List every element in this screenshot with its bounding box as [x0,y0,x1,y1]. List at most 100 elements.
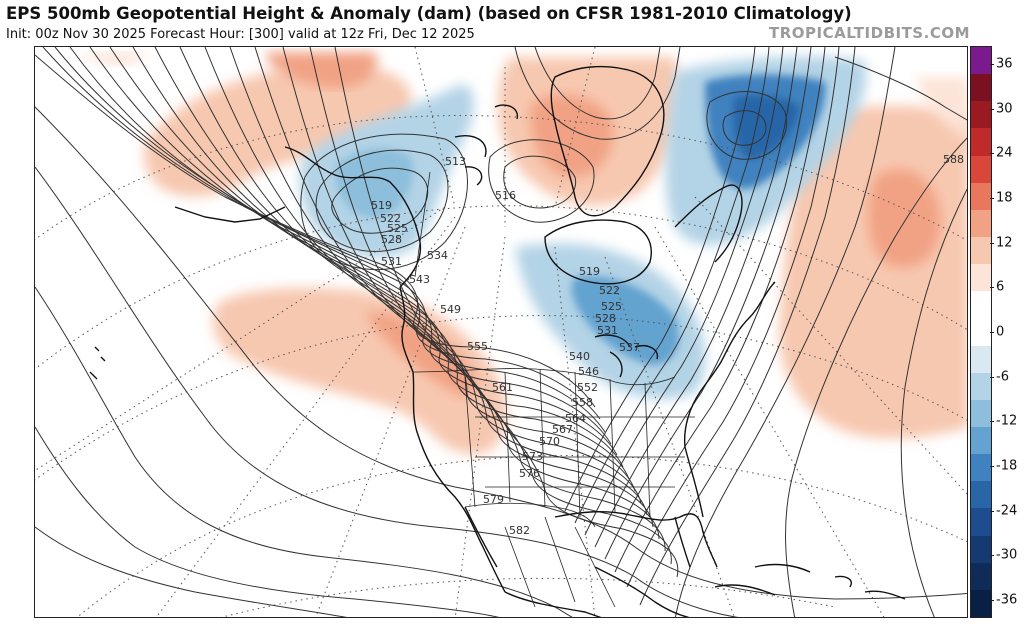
colorbar-tick-label: -36 [996,592,1018,608]
hawaii [89,346,106,380]
mexico-coast [504,566,690,617]
colorbar-tick [990,242,994,244]
contour-label-522-east: 522 [599,284,620,297]
colorbar-tick-label: -24 [996,503,1018,519]
contour-label-531-east: 531 [597,324,618,337]
us-canada-border [412,368,676,386]
contour-label-558: 558 [572,396,593,409]
colorbar-tick-label: 18 [996,190,1013,206]
contour-label-552: 552 [577,381,598,394]
height-contours [35,47,967,617]
greenland-coast [550,65,665,217]
colorbar-segment [971,372,991,401]
contour-label-579: 579 [483,493,504,506]
gulf-coast [554,511,718,568]
baja [464,506,506,593]
contour-label-522: 522 [380,212,401,225]
anomaly-shading [80,52,967,455]
us-west-coast [412,371,484,548]
colorbar-segment [971,264,991,292]
colorbar-segment [971,508,991,537]
contour-label-519-east: 519 [579,265,600,278]
caribbean-islands [754,563,906,600]
arctic-islands [454,104,519,186]
colorbar-tick [990,466,994,467]
colorbar-segment [971,454,991,482]
colorbar-tick [990,510,994,512]
positive-anomaly-atlantic-east [915,77,967,137]
colorbar-segment [971,399,991,428]
mexico-states [504,516,616,608]
colorbar-segment [971,47,991,75]
colorbar-tick-label: 36 [996,56,1013,72]
contour-label-525-east: 525 [601,300,622,313]
contour-label-513: 513 [445,155,466,168]
contour-label-519: 519 [371,199,392,212]
positive-anomaly-siberia [265,52,377,88]
colorbar-tick [990,64,994,65]
cuba [714,584,776,596]
colorbar-tick [990,287,994,289]
colorbar-segment [971,182,991,211]
contour-label-528: 528 [381,233,402,246]
colorbar-segment [971,74,991,102]
colorbar-segment [971,481,991,509]
aleutians [174,206,286,223]
east-coast [683,281,776,518]
colorbar-tick-label: 30 [996,101,1013,117]
contour-label-561: 561 [492,381,513,394]
colorbar-tick-label: 6 [996,279,1005,295]
contour-label-555: 555 [467,340,488,353]
alaska-canada-border [414,171,431,278]
contour-label-531: 531 [381,255,402,268]
map-canvas: 513 516 519 522 525 528 531 534 537 540 … [35,47,967,617]
colorbar-tick [990,600,994,601]
colorbar-tick-label: -6 [996,369,1009,385]
colorbar-tick-label: 12 [996,235,1013,251]
colorbar-tick [990,376,994,378]
positive-anomaly-pacific-nw [80,52,145,66]
colorbar-segment [971,209,991,238]
colorbar-tick-label: -30 [996,547,1018,563]
contour-label-588: 588 [943,153,964,166]
positive-anomaly-rockies [365,312,476,396]
colorbar-tick [990,421,994,423]
contour-label-528-east: 528 [595,312,616,325]
colorbar-segment [971,155,991,184]
contour-label-540: 540 [569,350,590,363]
colorbar-tick [990,555,994,557]
alaska-coast [284,146,422,288]
contour-label-576: 576 [519,467,540,480]
colorbar-segment [971,427,991,455]
positive-anomaly-greenland-core [530,94,614,178]
hudson-bay [544,219,652,285]
negative-anomaly-great-lakes [571,276,679,366]
colorbar-tick-label: 24 [996,145,1013,161]
colorbar-segment [971,291,991,319]
contour-label-546: 546 [578,365,599,378]
coastlines [89,65,906,617]
colorbar-segment [971,128,991,157]
colorbar-tick-label: 0 [996,324,1005,340]
colorbar-segment [971,318,991,347]
brand-watermark: TROPICALTIDBITS.COM [769,24,970,42]
map-title: EPS 500mb Geopotential Height & Anomaly … [6,4,852,23]
contour-label-516: 516 [495,189,516,202]
us-states [464,368,695,518]
contour-label-570: 570 [539,435,560,448]
colorbar-tick [990,332,994,333]
colorbar-tick [990,108,994,110]
contour-label-537: 537 [619,341,640,354]
colorbar-segment [971,589,991,618]
colorbar-segment [971,237,991,265]
great-lakes [594,334,659,378]
contour-label-543: 543 [409,273,430,286]
colorbar-segment [971,562,991,591]
labrador-coast [674,184,743,263]
bc-coast [399,286,414,373]
borders [412,171,695,608]
florida [674,516,691,568]
positive-anomaly-alaska-pacific [143,65,412,197]
contour-label-582: 582 [509,524,530,537]
contour-labels: 513 516 519 522 525 528 531 534 537 540 … [371,153,964,537]
